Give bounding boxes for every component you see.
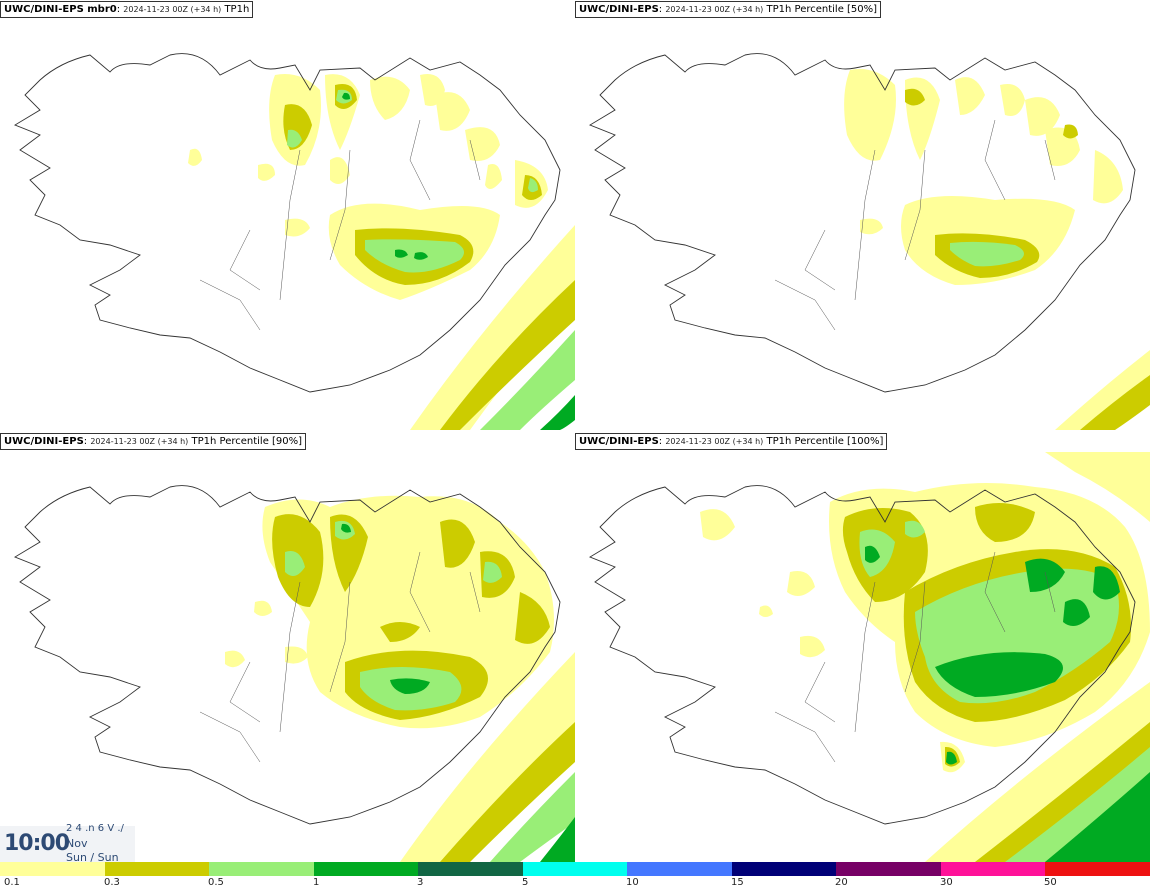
coastline: [588, 485, 1136, 825]
legend-swatch-4: [418, 862, 523, 876]
panel-title: UWC/DINI-EPS: 2024-11-23 00Z (+34 h) TP1…: [575, 1, 882, 18]
legend-swatch-8: [836, 862, 941, 876]
rivers: [774, 551, 1056, 763]
precip-fill-high: [950, 241, 1024, 267]
legend-swatch-3: [314, 862, 418, 876]
field-name: TP1h Percentile [100%]: [766, 436, 884, 447]
run-time: 2024-11-23 00Z (+34 h): [665, 437, 764, 446]
legend-swatch-10: [1045, 862, 1150, 876]
rivers: [199, 551, 481, 763]
legend-label: 10: [626, 877, 639, 888]
precipitation-map: [588, 452, 1150, 862]
legend-label: 0.5: [208, 877, 224, 888]
legend-swatch-9: [941, 862, 1045, 876]
model-name: UWC/DINI-EPS mbr0: [4, 4, 117, 15]
model-name: UWC/DINI-EPS: [4, 436, 84, 447]
coastline: [13, 53, 561, 393]
panel-title: UWC/DINI-EPS: 2024-11-23 00Z (+34 h) TP1…: [0, 433, 307, 450]
model-name: UWC/DINI-EPS: [579, 436, 659, 447]
legend-label: 5: [522, 877, 529, 888]
valid-date-day: Sun / Sun: [66, 851, 119, 864]
precipitation-map: [13, 53, 575, 430]
field-name: TP1h Percentile [50%]: [766, 4, 878, 15]
legend-label: 15: [731, 877, 744, 888]
valid-date-month: Nov: [66, 837, 88, 850]
legend-swatch-0: [0, 862, 105, 876]
legend-label: 1: [313, 877, 320, 888]
map-panel-p90[interactable]: UWC/DINI-EPS: 2024-11-23 00Z (+34 h) TP1…: [0, 432, 575, 862]
precipitation-map: [588, 53, 1150, 430]
rivers: [774, 119, 1056, 331]
legend-swatch-1: [105, 862, 209, 876]
run-time: 2024-11-23 00Z (+34 h): [90, 437, 189, 446]
color-legend: 0.1 0.3 0.5 1 3 5 10 15 20 30 50: [0, 862, 1150, 891]
panel-title: UWC/DINI-EPS mbr0: 2024-11-23 00Z (+34 h…: [0, 1, 254, 18]
legend-label: 0.1: [4, 877, 20, 888]
legend-label: 50: [1044, 877, 1057, 888]
precip-fill-heavy: [342, 92, 575, 430]
precip-fill-heavy: [341, 523, 575, 862]
run-time: 2024-11-23 00Z (+34 h): [123, 5, 222, 14]
model-name: UWC/DINI-EPS: [579, 4, 659, 15]
field-name: TP1h Percentile [90%]: [191, 436, 303, 447]
legend-swatch-7: [732, 862, 836, 876]
valid-date-line1: 2 4 .n 6 V ./: [66, 823, 124, 834]
map-panel-p100[interactable]: UWC/DINI-EPS: 2024-11-23 00Z (+34 h) TP1…: [575, 432, 1150, 862]
legend-label: 20: [835, 877, 848, 888]
legend-label: 0.3: [104, 877, 120, 888]
map-panel-mbr0[interactable]: UWC/DINI-EPS mbr0: 2024-11-23 00Z (+34 h…: [0, 0, 575, 430]
precipitation-map: [13, 485, 575, 862]
coastline: [588, 53, 1136, 393]
field-name: TP1h: [224, 4, 250, 15]
legend-swatch-2: [209, 862, 314, 876]
legend-swatch-5: [523, 862, 627, 876]
coastline: [13, 485, 561, 825]
precip-fill-heavy: [865, 545, 1150, 862]
legend-label: 3: [417, 877, 424, 888]
valid-time-box: 10:00 2 4 .n 6 V ./ Nov Sun / Sun: [0, 823, 135, 864]
legend-label: 30: [940, 877, 953, 888]
rivers: [199, 119, 481, 331]
run-time: 2024-11-23 00Z (+34 h): [665, 5, 764, 14]
legend-swatch-6: [627, 862, 732, 876]
map-panel-p50[interactable]: UWC/DINI-EPS: 2024-11-23 00Z (+34 h) TP1…: [575, 0, 1150, 430]
panel-title: UWC/DINI-EPS: 2024-11-23 00Z (+34 h) TP1…: [575, 433, 888, 450]
valid-time: 10:00: [4, 831, 70, 856]
